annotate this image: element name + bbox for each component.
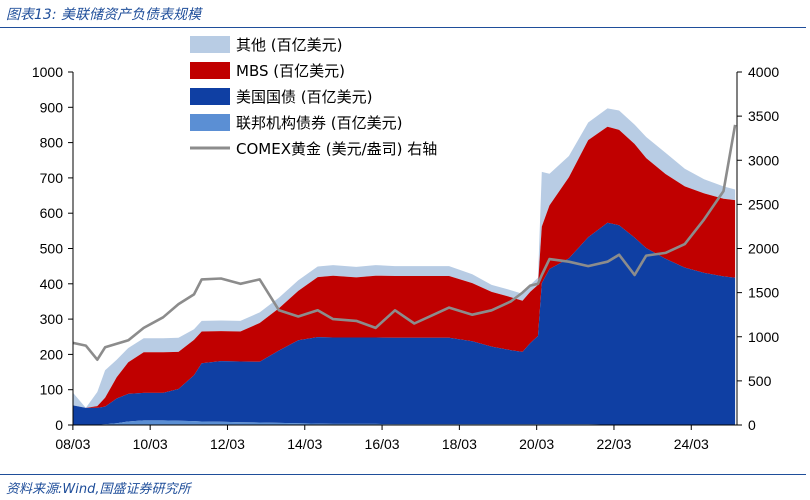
area-stack <box>73 108 736 425</box>
legend-agency-swatch <box>190 114 230 131</box>
legend-other-swatch <box>190 36 230 53</box>
agency-area <box>73 420 736 425</box>
y-left-tick-label: 600 <box>40 205 64 221</box>
y-right-tick-label: 3500 <box>748 108 779 124</box>
y-left-tick-label: 900 <box>40 99 64 115</box>
x-tick-label: 16/03 <box>365 436 400 452</box>
x-tick-label: 18/03 <box>442 436 477 452</box>
y-right-tick-label: 500 <box>748 373 772 389</box>
legend-label-gold: COMEX黄金 (美元/盎司) 右轴 <box>236 140 437 158</box>
legend-mbs-swatch <box>190 62 230 79</box>
y-right-tick-label: 1000 <box>748 329 779 345</box>
gold-price-line-group <box>72 124 737 361</box>
y-left-tick-label: 300 <box>40 311 64 327</box>
bottom-rule <box>0 474 806 475</box>
top-rule <box>0 27 806 28</box>
y-left-tick-label: 700 <box>40 170 64 186</box>
y-right-tick-label: 1500 <box>748 285 779 301</box>
mbs-area <box>73 126 736 408</box>
y-left-tick-label: 400 <box>40 276 64 292</box>
axes-group: 0 100 200 300 400 500 600 700 800 900 1000 0 500 1000… <box>32 64 780 452</box>
x-tick-label: 10/03 <box>133 436 168 452</box>
y-right-tick-label: 2500 <box>748 196 779 212</box>
x-tick-label: 14/03 <box>287 436 322 452</box>
y-left-tick-label: 1000 <box>32 64 63 80</box>
treasury-area <box>73 222 736 425</box>
legend-label-treasury: 美国国债 (百亿美元) <box>236 88 372 106</box>
y-right-tick-label: 4000 <box>748 64 779 80</box>
legend: 其他 (百亿美元) MBS (百亿美元) 美国国债 (百亿美元) 联邦机构债券 (百亿… <box>190 36 437 158</box>
y-right-tick-label: 0 <box>748 417 756 433</box>
x-tick-label: 12/03 <box>210 436 245 452</box>
y-left-tick-label: 100 <box>40 382 64 398</box>
y-left-tick-label: 800 <box>40 135 64 151</box>
legend-treasury-swatch <box>190 88 230 105</box>
y-left-tick-label: 500 <box>40 241 64 257</box>
y-left-tick-label: 0 <box>55 417 63 433</box>
x-tick-label: 22/03 <box>596 436 631 452</box>
gold-price-line <box>72 124 737 361</box>
y-right-tick-label: 2000 <box>748 241 779 257</box>
legend-label-mbs: MBS (百亿美元) <box>236 62 345 80</box>
chart-caption: 图表13: 美联储资产负债表规模 <box>6 7 201 23</box>
legend-label-other: 其他 (百亿美元) <box>236 36 342 54</box>
legend-label-agency: 联邦机构债券 (百亿美元) <box>236 114 402 132</box>
y-right-tick-label: 3000 <box>748 152 779 168</box>
x-tick-label: 24/03 <box>674 436 709 452</box>
x-tick-label: 08/03 <box>55 436 90 452</box>
x-tick-label: 20/03 <box>519 436 554 452</box>
source-note: 资料来源:Wind,国盛证券研究所 <box>6 482 191 497</box>
y-left-tick-label: 200 <box>40 346 64 362</box>
